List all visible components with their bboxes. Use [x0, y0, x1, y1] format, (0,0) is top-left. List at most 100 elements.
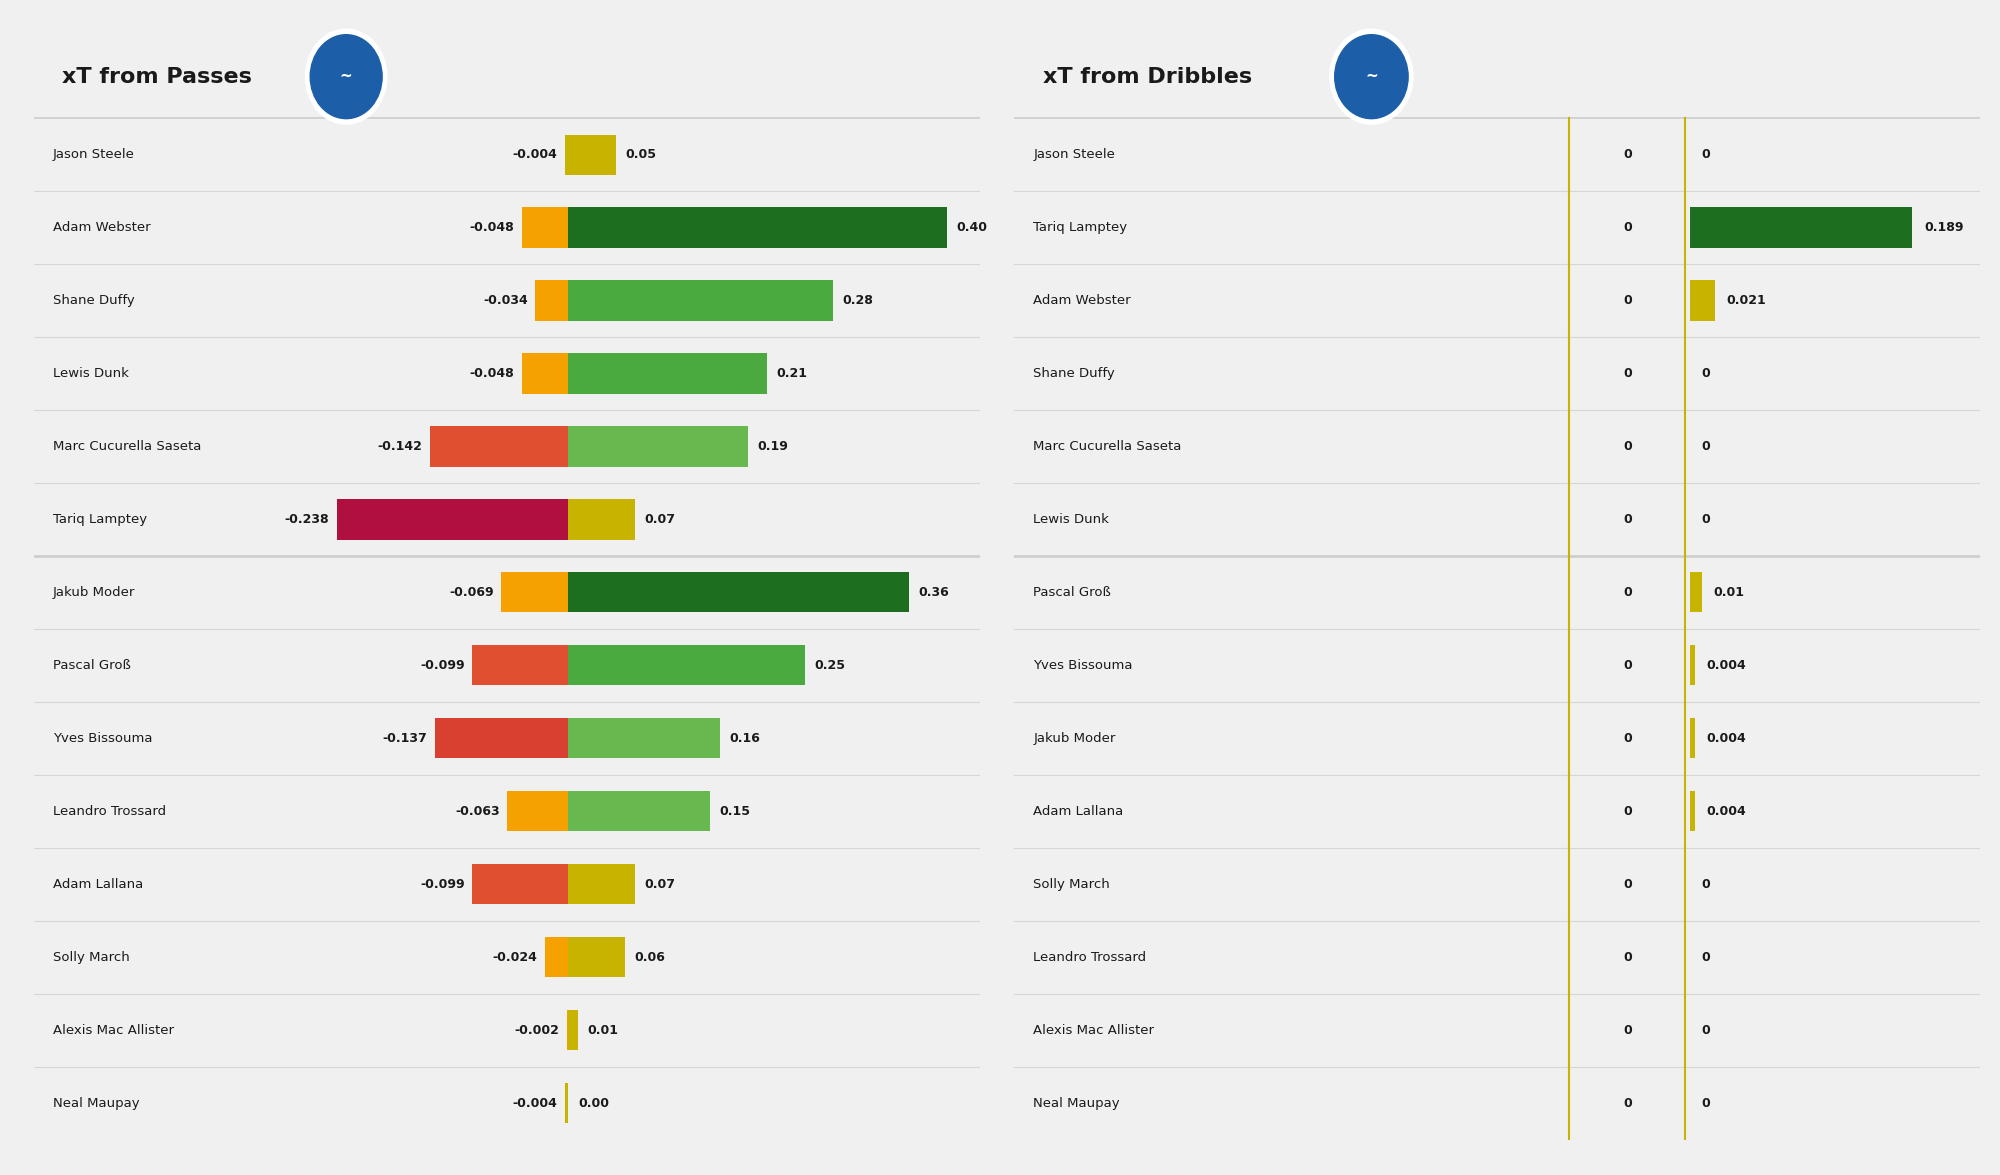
Text: 0: 0: [1624, 439, 1632, 454]
Text: 0: 0: [1624, 221, 1632, 234]
Bar: [1690, 718, 1694, 758]
Text: Pascal Groß: Pascal Groß: [1034, 586, 1112, 599]
Text: 0.40: 0.40: [956, 221, 988, 234]
Text: Jason Steele: Jason Steele: [52, 148, 134, 161]
Bar: [568, 354, 768, 394]
Text: Yves Bissouma: Yves Bissouma: [52, 732, 152, 745]
Bar: [568, 645, 804, 685]
Bar: [522, 354, 568, 394]
Text: 0: 0: [1624, 294, 1632, 307]
Text: -0.048: -0.048: [470, 367, 514, 380]
Text: 0.01: 0.01: [588, 1023, 618, 1036]
Bar: [546, 938, 568, 978]
Text: ~: ~: [1366, 69, 1378, 85]
Bar: [522, 208, 568, 248]
Text: Leandro Trossard: Leandro Trossard: [52, 805, 166, 818]
Text: Marc Cucurella Saseta: Marc Cucurella Saseta: [52, 439, 202, 454]
Text: Tariq Lamptey: Tariq Lamptey: [52, 513, 148, 526]
Bar: [564, 1083, 568, 1123]
Text: Alexis Mac Allister: Alexis Mac Allister: [52, 1023, 174, 1036]
Text: Marc Cucurella Saseta: Marc Cucurella Saseta: [1034, 439, 1182, 454]
Text: xT from Passes: xT from Passes: [62, 67, 252, 87]
Text: Tariq Lamptey: Tariq Lamptey: [1034, 221, 1128, 234]
Bar: [436, 718, 568, 758]
Text: 0: 0: [1702, 951, 1710, 963]
Text: Shane Duffy: Shane Duffy: [52, 294, 134, 307]
Bar: [568, 572, 910, 612]
Text: Neal Maupay: Neal Maupay: [52, 1096, 140, 1109]
Bar: [568, 134, 616, 175]
Bar: [568, 1010, 578, 1050]
Bar: [508, 791, 568, 832]
Circle shape: [1334, 35, 1408, 119]
Text: 0.05: 0.05: [626, 148, 656, 161]
Bar: [568, 718, 720, 758]
Circle shape: [306, 29, 386, 125]
Bar: [568, 938, 626, 978]
Text: -0.048: -0.048: [470, 221, 514, 234]
Bar: [1690, 572, 1702, 612]
Text: 0.15: 0.15: [720, 805, 750, 818]
Text: Leandro Trossard: Leandro Trossard: [1034, 951, 1146, 963]
Text: Alexis Mac Allister: Alexis Mac Allister: [1034, 1023, 1154, 1036]
Text: Pascal Groß: Pascal Groß: [52, 659, 130, 672]
Text: Jakub Moder: Jakub Moder: [1034, 732, 1116, 745]
Text: 0.189: 0.189: [1924, 221, 1964, 234]
Text: Solly March: Solly March: [52, 951, 130, 963]
Text: -0.034: -0.034: [484, 294, 528, 307]
Text: -0.099: -0.099: [420, 659, 464, 672]
Text: Solly March: Solly March: [1034, 878, 1110, 891]
Bar: [568, 281, 834, 321]
Text: 0.07: 0.07: [644, 513, 676, 526]
Bar: [568, 865, 634, 905]
Text: 0: 0: [1624, 513, 1632, 526]
Text: Lewis Dunk: Lewis Dunk: [1034, 513, 1110, 526]
Text: Neal Maupay: Neal Maupay: [1034, 1096, 1120, 1109]
Text: Shane Duffy: Shane Duffy: [1034, 367, 1116, 380]
Text: -0.137: -0.137: [382, 732, 428, 745]
Text: Jakub Moder: Jakub Moder: [52, 586, 136, 599]
Circle shape: [310, 35, 382, 119]
Text: 0: 0: [1702, 1096, 1710, 1109]
Bar: [430, 427, 568, 466]
Text: 0: 0: [1702, 367, 1710, 380]
Text: -0.099: -0.099: [420, 878, 464, 891]
Bar: [564, 134, 568, 175]
Text: -0.238: -0.238: [284, 513, 330, 526]
Text: -0.004: -0.004: [512, 148, 558, 161]
Text: -0.004: -0.004: [512, 1096, 558, 1109]
Text: Adam Lallana: Adam Lallana: [1034, 805, 1124, 818]
Bar: [502, 572, 568, 612]
Text: 0: 0: [1702, 513, 1710, 526]
Text: Lewis Dunk: Lewis Dunk: [52, 367, 128, 380]
Text: -0.024: -0.024: [492, 951, 538, 963]
Bar: [472, 865, 568, 905]
Text: -0.069: -0.069: [450, 586, 494, 599]
Text: -0.142: -0.142: [378, 439, 422, 454]
Text: 0.021: 0.021: [1726, 294, 1766, 307]
Text: 0.00: 0.00: [578, 1096, 608, 1109]
Text: 0.21: 0.21: [776, 367, 808, 380]
Bar: [1690, 208, 1912, 248]
Text: 0: 0: [1624, 732, 1632, 745]
Text: 0.16: 0.16: [730, 732, 760, 745]
Bar: [568, 791, 710, 832]
Text: 0.36: 0.36: [918, 586, 950, 599]
Text: Yves Bissouma: Yves Bissouma: [1034, 659, 1132, 672]
Text: 0: 0: [1624, 367, 1632, 380]
Bar: [1690, 645, 1694, 685]
Text: 0.19: 0.19: [758, 439, 788, 454]
Text: -0.002: -0.002: [514, 1023, 558, 1036]
Text: 0: 0: [1624, 1096, 1632, 1109]
Text: Adam Webster: Adam Webster: [52, 221, 150, 234]
Text: 0.01: 0.01: [1714, 586, 1744, 599]
Text: 0: 0: [1624, 586, 1632, 599]
Bar: [568, 208, 946, 248]
Circle shape: [1330, 29, 1412, 125]
Bar: [336, 499, 568, 539]
Text: 0: 0: [1624, 148, 1632, 161]
Text: Jason Steele: Jason Steele: [1034, 148, 1116, 161]
Text: 0.004: 0.004: [1706, 732, 1746, 745]
Bar: [1690, 791, 1694, 832]
Bar: [1690, 281, 1714, 321]
